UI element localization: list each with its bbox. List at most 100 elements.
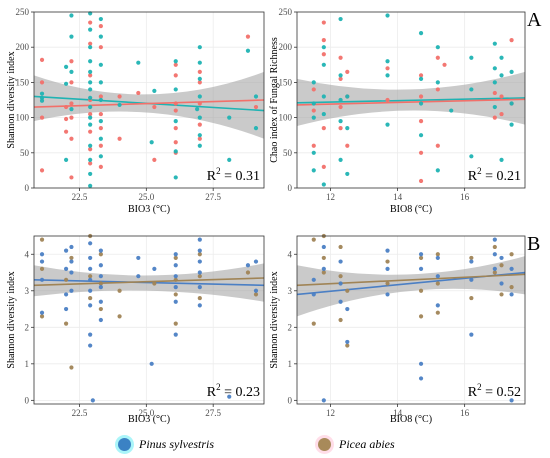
data-point-picea [321,38,326,43]
data-point-pinus [338,16,343,22]
data-point-picea [173,126,178,131]
fit-line-pinus [33,279,265,287]
fit-line-picea [33,99,265,108]
data-point-picea [88,73,93,78]
data-point-picea [197,274,202,279]
data-point-picea [173,140,178,145]
data-point-picea [385,66,390,71]
data-point-picea [39,266,45,271]
data-point-pinus [98,299,103,304]
data-point-picea [69,255,74,261]
data-point-picea [98,281,103,286]
data-point-picea [418,150,424,155]
data-point-picea [509,285,514,290]
data-point-picea [418,255,424,261]
data-point-picea [492,115,497,120]
data-point-pinus [245,48,251,53]
data-point-pinus [88,95,93,100]
data-point-picea [197,252,202,257]
data-point-pinus [69,69,74,74]
data-point-pinus [418,101,424,106]
data-point-pinus [499,73,504,78]
fit-line-picea [296,98,526,106]
data-point-picea [338,104,343,110]
data-point-picea [136,90,141,96]
data-point-pinus [227,115,232,120]
data-point-pinus [63,64,69,70]
data-point-pinus [311,115,316,120]
data-point-pinus [197,259,202,264]
data-point-pinus [338,119,343,124]
data-point-picea [345,343,350,348]
data-point-pinus [321,94,326,99]
data-point-picea [117,136,122,141]
data-point-pinus [469,259,474,264]
data-point-picea [499,263,504,268]
data-point-pinus [338,259,343,264]
y-tick-label: 250 [279,7,293,17]
y-tick-label: 2 [25,322,30,332]
data-point-pinus [321,111,326,117]
confidence-band [297,71,525,127]
y-tick-label: 50 [20,148,30,158]
y-tick-label: 200 [16,42,30,52]
data-point-picea [173,108,178,113]
data-point-pinus [173,252,178,257]
data-point-pinus [39,91,45,96]
data-point-pinus [98,274,103,279]
data-point-pinus [39,277,45,282]
data-point-pinus [321,62,326,67]
data-point-pinus [385,13,390,18]
x-tick-label: 22.5 [72,408,88,418]
data-point-pinus [63,306,69,312]
data-point-pinus [88,143,93,148]
data-point-picea [345,143,350,148]
x-tick-label: 16 [460,408,470,418]
data-point-picea [88,111,93,117]
data-point-picea [152,157,157,162]
data-point-pinus [69,107,74,112]
data-point-pinus [88,45,93,50]
data-point-pinus [197,270,202,275]
x-tick-label: 12 [326,408,335,418]
data-point-pinus [173,332,178,337]
data-point-pinus [418,361,424,366]
panel-label-b: B [527,233,540,255]
data-point-pinus [385,266,390,271]
data-point-pinus [98,285,103,290]
data-point-pinus [435,45,440,50]
data-point-picea [39,80,45,85]
data-point-picea [197,101,202,106]
data-point-pinus [173,87,178,92]
data-point-pinus [499,55,504,60]
data-point-pinus [98,119,103,124]
data-point-picea [98,143,103,148]
data-point-pinus [88,241,93,246]
data-point-picea [492,90,497,96]
data-point-picea [63,277,69,282]
y-tick-label: 100 [16,113,30,123]
data-point-picea [173,101,178,106]
data-point-pinus [69,259,74,264]
data-point-picea [338,126,343,131]
data-point-picea [311,321,316,326]
data-point-pinus [69,34,74,39]
data-point-pinus [499,255,504,261]
data-point-picea [63,321,69,326]
data-point-picea [469,295,474,301]
data-point-pinus [69,244,74,250]
data-point-pinus [173,285,178,290]
data-point-pinus [117,102,122,108]
data-point-pinus [69,270,74,275]
data-point-pinus [345,171,350,177]
data-point-picea [197,136,202,141]
data-point-pinus [63,266,69,271]
x-axis-title: BIO8 (°C) [390,204,432,215]
plot-border [33,11,265,189]
data-point-pinus [136,255,141,261]
data-point-pinus [385,73,390,78]
data-point-pinus [311,168,316,173]
y-axis-title: Chao index of Fungal Richness [269,37,280,163]
data-point-picea [435,310,440,315]
